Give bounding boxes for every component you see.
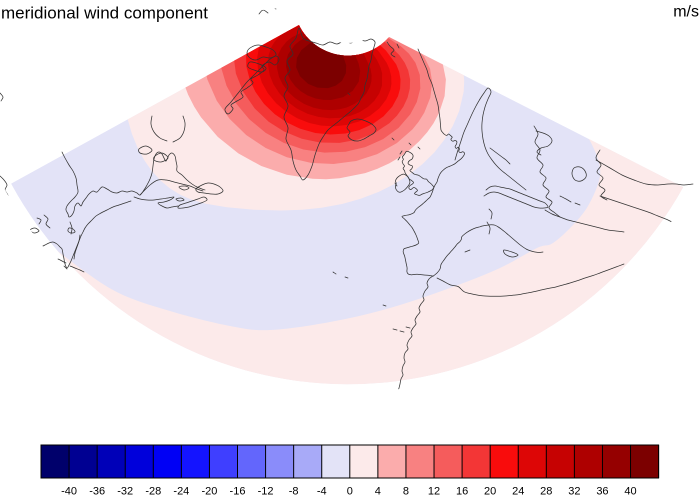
svg-text:-16: -16 [230,486,246,498]
svg-text:32: 32 [568,486,580,498]
svg-text:16: 16 [456,486,468,498]
svg-text:-20: -20 [201,486,217,498]
svg-text:-28: -28 [145,486,161,498]
svg-text:-24: -24 [173,486,189,498]
svg-text:24: 24 [512,486,524,498]
svg-text:-40: -40 [61,486,77,498]
svg-text:-32: -32 [117,486,133,498]
svg-text:40: 40 [624,486,636,498]
svg-text:-4: -4 [317,486,327,498]
svg-text:36: 36 [596,486,608,498]
svg-text:20: 20 [484,486,496,498]
svg-text:m/s: m/s [673,3,699,20]
svg-text:12: 12 [428,486,440,498]
svg-text:0: 0 [347,486,353,498]
svg-text:8: 8 [403,486,409,498]
svg-text:-12: -12 [258,486,274,498]
svg-text:4: 4 [375,486,381,498]
svg-text:-8: -8 [289,486,299,498]
svg-text:28: 28 [540,486,552,498]
svg-text:-36: -36 [89,486,105,498]
svg-text:meridional wind component: meridional wind component [1,3,208,22]
